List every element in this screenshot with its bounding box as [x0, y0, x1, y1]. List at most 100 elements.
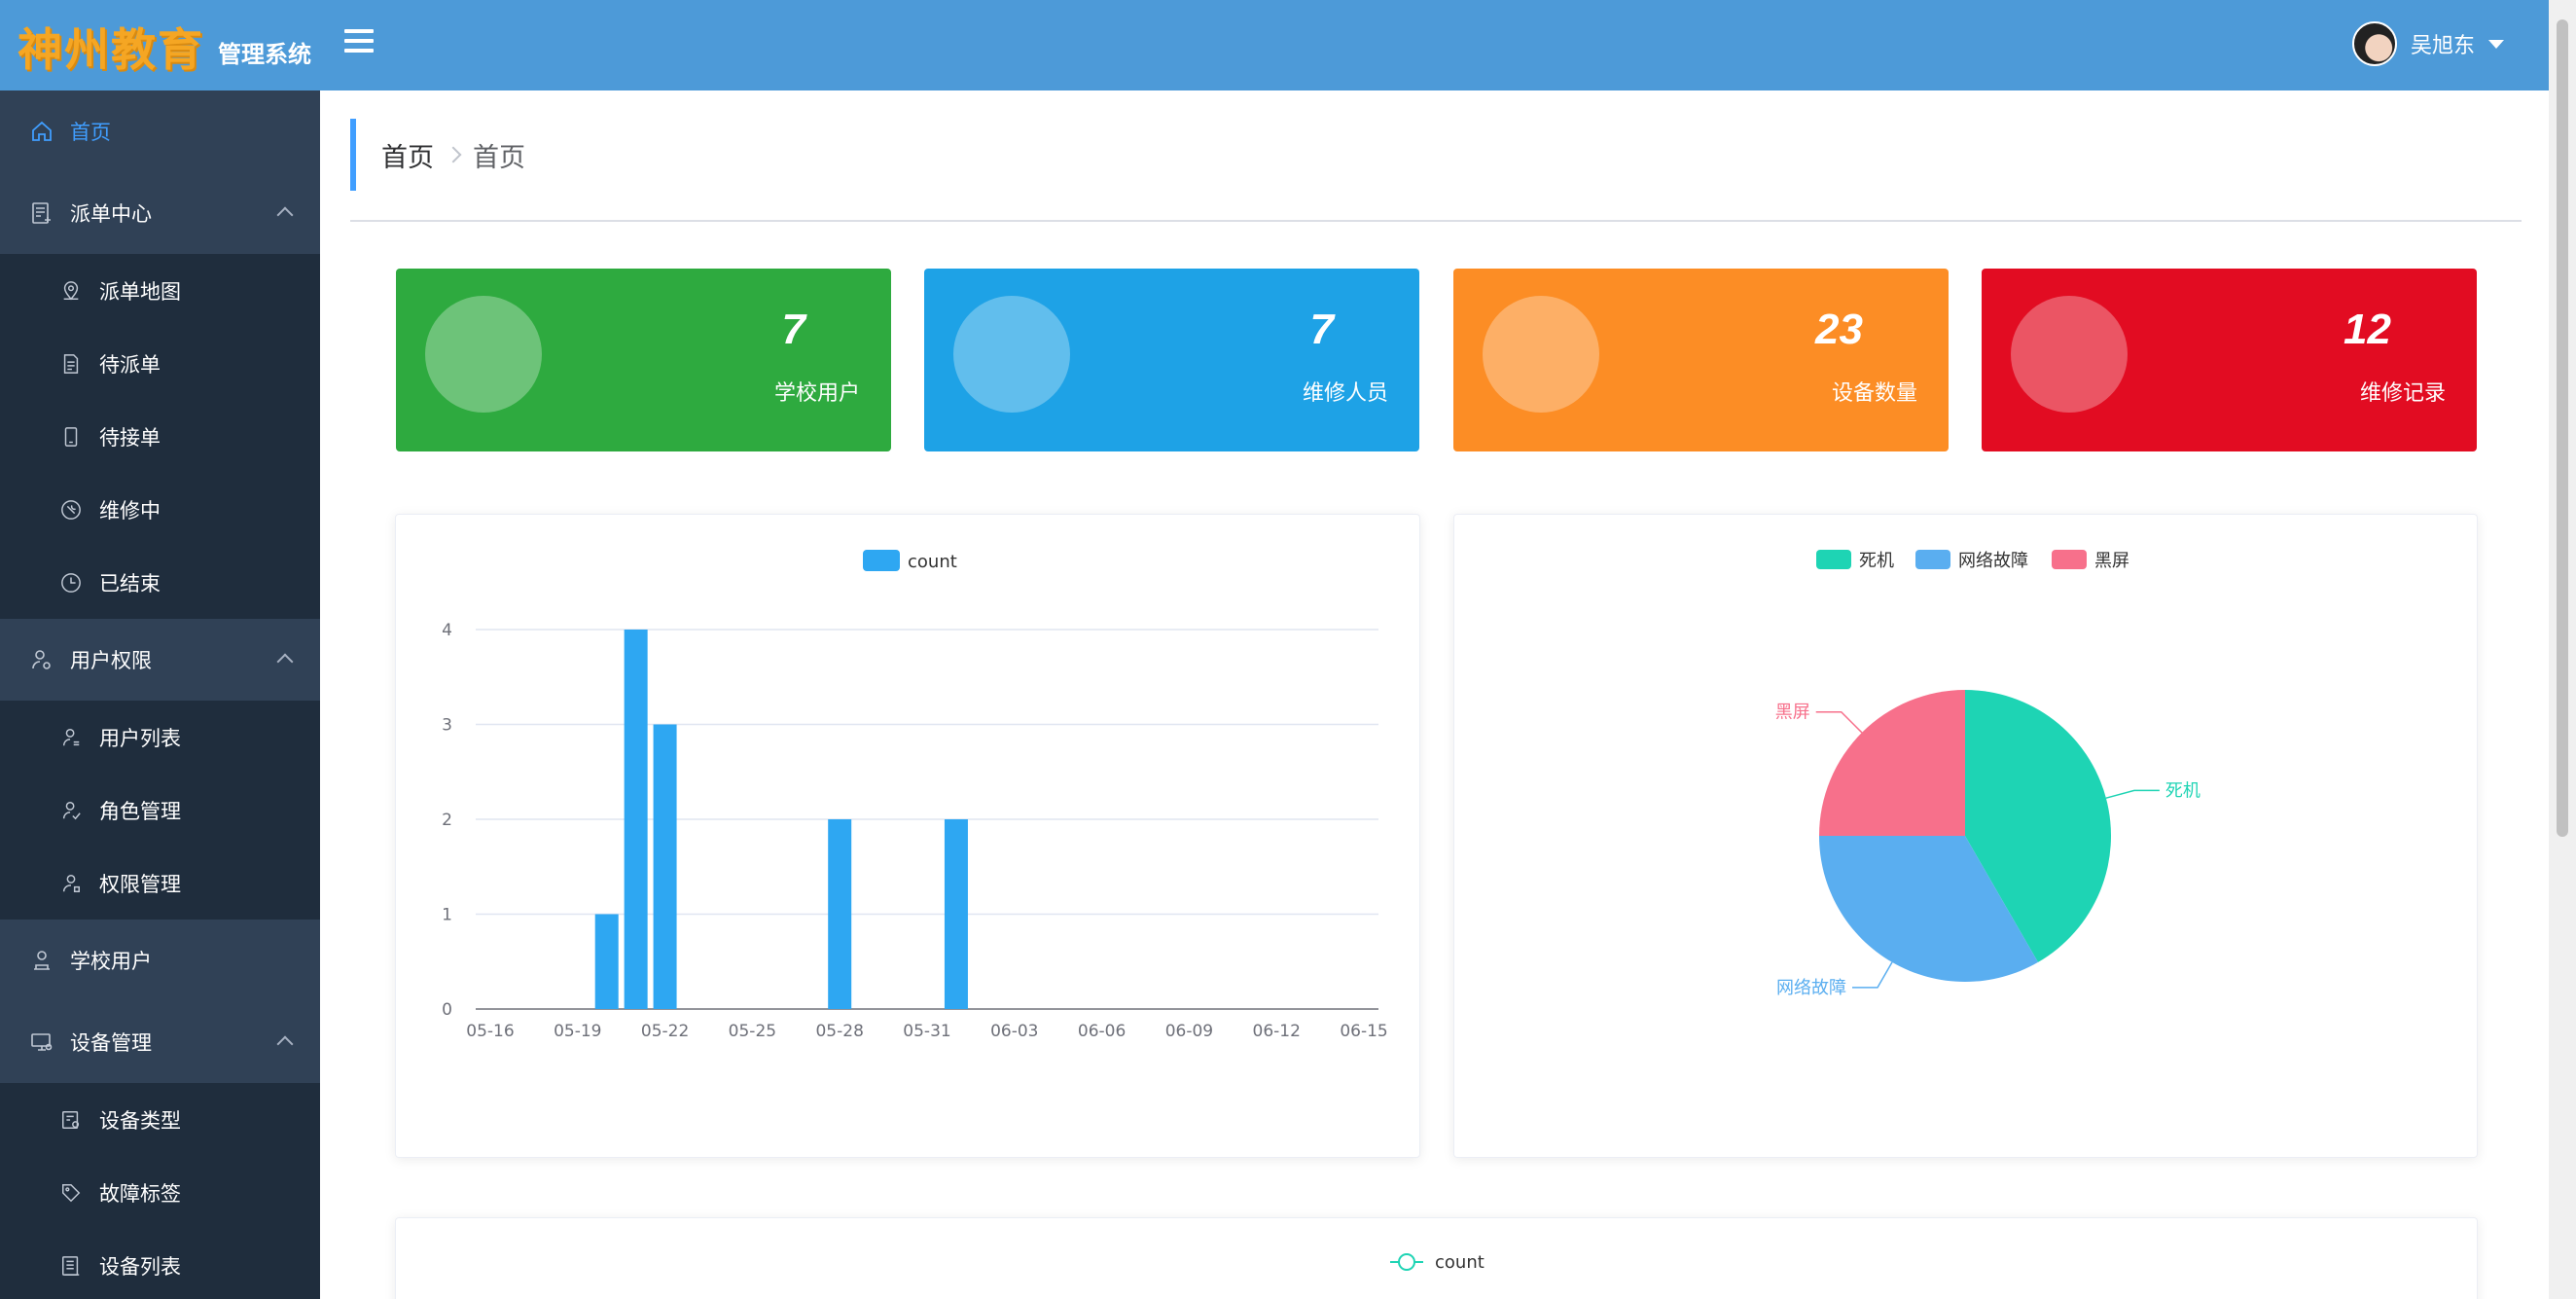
sidebar-item-dispatch-map[interactable]: 派单地图 [0, 254, 320, 327]
user-dropdown[interactable]: 吴旭东 [2351, 19, 2504, 68]
x-tick-label: 05-19 [554, 1022, 601, 1041]
x-tick-label: 06-03 [990, 1022, 1038, 1041]
hamburger-menu-icon[interactable] [344, 29, 374, 56]
legend-marker [1398, 1253, 1415, 1271]
line-chart-panel: count [395, 1217, 2478, 1299]
breadcrumb-accent-bar [350, 119, 356, 191]
map-pin-icon [58, 278, 84, 304]
sidebar-item-label: 用户列表 [99, 726, 181, 750]
user-name[interactable]: 吴旭东 [2410, 34, 2475, 58]
sidebar-item-permission-management[interactable]: 权限管理 [0, 847, 320, 920]
line-chart: count [1390, 1252, 1485, 1273]
x-tick-label: 06-09 [1165, 1022, 1213, 1041]
stat-value: 7 [1309, 306, 1334, 353]
stat-card-school-users[interactable]: 7 学校用户 [396, 269, 891, 451]
bar [653, 724, 677, 1009]
monitor-icon [29, 1029, 54, 1055]
legend-swatch [863, 550, 900, 571]
pie-label: 死机 [2165, 780, 2200, 801]
pie-chart-panel: 死机 网络故障 黑屏 死机 网络故障 黑屏 [1453, 514, 2478, 1158]
sidebar-item-home[interactable]: 首页 [0, 90, 320, 172]
device-type-icon [58, 1107, 84, 1133]
sidebar-item-user-list[interactable]: 用户列表 [0, 701, 320, 774]
sidebar-item-fault-tags[interactable]: 故障标签 [0, 1156, 320, 1229]
bar-chart-panel: count 0 1 2 3 4 05-16 05-19 05-22 05-25 05-28 05-31… [395, 514, 1420, 1158]
dispatch-icon [29, 200, 54, 226]
x-tick-label: 06-15 [1340, 1022, 1387, 1041]
scrollbar-thumb[interactable] [2557, 19, 2568, 837]
document-icon [58, 351, 84, 377]
x-tick-label: 05-16 [466, 1022, 514, 1041]
pie-slice [1819, 690, 1965, 836]
chart-legend: 死机 网络故障 黑屏 [1816, 550, 2129, 571]
sidebar-item-in-repair[interactable]: 维修中 [0, 473, 320, 546]
sidebar-item-school-users[interactable]: 学校用户 [0, 920, 320, 1001]
pie-slice [1965, 690, 2111, 962]
stat-label: 学校用户 [773, 381, 860, 406]
sidebar: 首页 派单中心 派单地图 待派单 待接单 维修中 已结束 [0, 90, 320, 1299]
sidebar-item-label: 维修中 [99, 498, 161, 523]
x-tick-label: 05-31 [903, 1022, 950, 1041]
top-header: 神州教育 管理系统 吴旭东 [0, 0, 2549, 90]
sidebar-item-label: 设备类型 [99, 1108, 181, 1133]
sidebar-item-device-type[interactable]: 设备类型 [0, 1083, 320, 1156]
sidebar-item-role-management[interactable]: 角色管理 [0, 774, 320, 847]
app-logo[interactable]: 神州教育 管理系统 [18, 18, 311, 76]
sidebar-item-pending-accept[interactable]: 待接单 [0, 400, 320, 473]
sidebar-item-label: 待派单 [99, 352, 161, 377]
logo-text: 神州教育 [18, 23, 204, 76]
breadcrumb-item-home[interactable]: 首页 [381, 142, 434, 173]
sidebar-item-dispatch[interactable]: 派单中心 [0, 172, 320, 254]
y-tick-label: 3 [442, 716, 452, 736]
chevron-up-icon[interactable] [276, 653, 294, 670]
user-list-icon [58, 725, 84, 750]
pie-label-line [2105, 789, 2160, 799]
sidebar-item-pending-dispatch[interactable]: 待派单 [0, 327, 320, 400]
sidebar-item-label: 故障标签 [99, 1181, 181, 1206]
bar-chart: count 0 1 2 3 4 05-16 05-19 05-22 05-25 05-28 05-31… [442, 550, 1388, 1041]
stat-circle-icon [425, 296, 542, 413]
list-icon [58, 1253, 84, 1279]
sidebar-item-label: 用户权限 [70, 649, 152, 672]
pie-slice [1819, 836, 2038, 982]
legend-swatch [1816, 550, 1851, 569]
legend-swatch [1915, 550, 1950, 569]
chevron-up-icon[interactable] [276, 206, 294, 224]
pie-label: 黑屏 [1775, 703, 1810, 723]
sidebar-item-device-list[interactable]: 设备列表 [0, 1229, 320, 1299]
header-divider [350, 220, 2522, 222]
home-icon [29, 119, 54, 144]
bar [594, 914, 619, 1009]
chart-legend: count [1390, 1252, 1485, 1273]
chevron-right-icon [445, 146, 462, 163]
chevron-up-icon[interactable] [276, 1035, 294, 1053]
user-settings-icon [29, 647, 54, 672]
pie-label-line [1815, 710, 1863, 734]
legend-label: count [908, 552, 957, 572]
sidebar-item-label: 派单地图 [99, 279, 181, 304]
sidebar-item-label: 角色管理 [99, 799, 181, 823]
stat-card-repair-records[interactable]: 12 维修记录 [1982, 269, 2477, 451]
mobile-icon [58, 424, 84, 450]
avatar[interactable] [2351, 21, 2397, 66]
caret-down-icon[interactable] [2488, 39, 2504, 49]
sidebar-item-label: 派单中心 [70, 202, 152, 226]
stat-label: 设备数量 [1831, 381, 1917, 406]
stat-label: 维修人员 [1302, 381, 1388, 406]
stat-card-repair-staff[interactable]: 7 维修人员 [924, 269, 1419, 451]
logo-subtitle: 管理系统 [218, 40, 311, 68]
legend-label: 黑屏 [2094, 551, 2129, 571]
sidebar-item-device-management[interactable]: 设备管理 [0, 1001, 320, 1083]
y-tick-label: 4 [442, 621, 452, 640]
sidebar-item-label: 设备管理 [70, 1031, 152, 1055]
sidebar-item-user-permissions[interactable]: 用户权限 [0, 619, 320, 701]
sidebar-item-label: 首页 [70, 121, 111, 144]
sidebar-item-label: 待接单 [99, 425, 161, 450]
user-key-icon [58, 871, 84, 896]
stat-circle-icon [1483, 296, 1599, 413]
user-check-icon [58, 798, 84, 823]
sidebar-item-finished[interactable]: 已结束 [0, 546, 320, 619]
y-tick-label: 1 [442, 906, 452, 925]
page-scrollbar[interactable] [2549, 0, 2576, 1299]
stat-card-device-count[interactable]: 23 设备数量 [1453, 269, 1949, 451]
